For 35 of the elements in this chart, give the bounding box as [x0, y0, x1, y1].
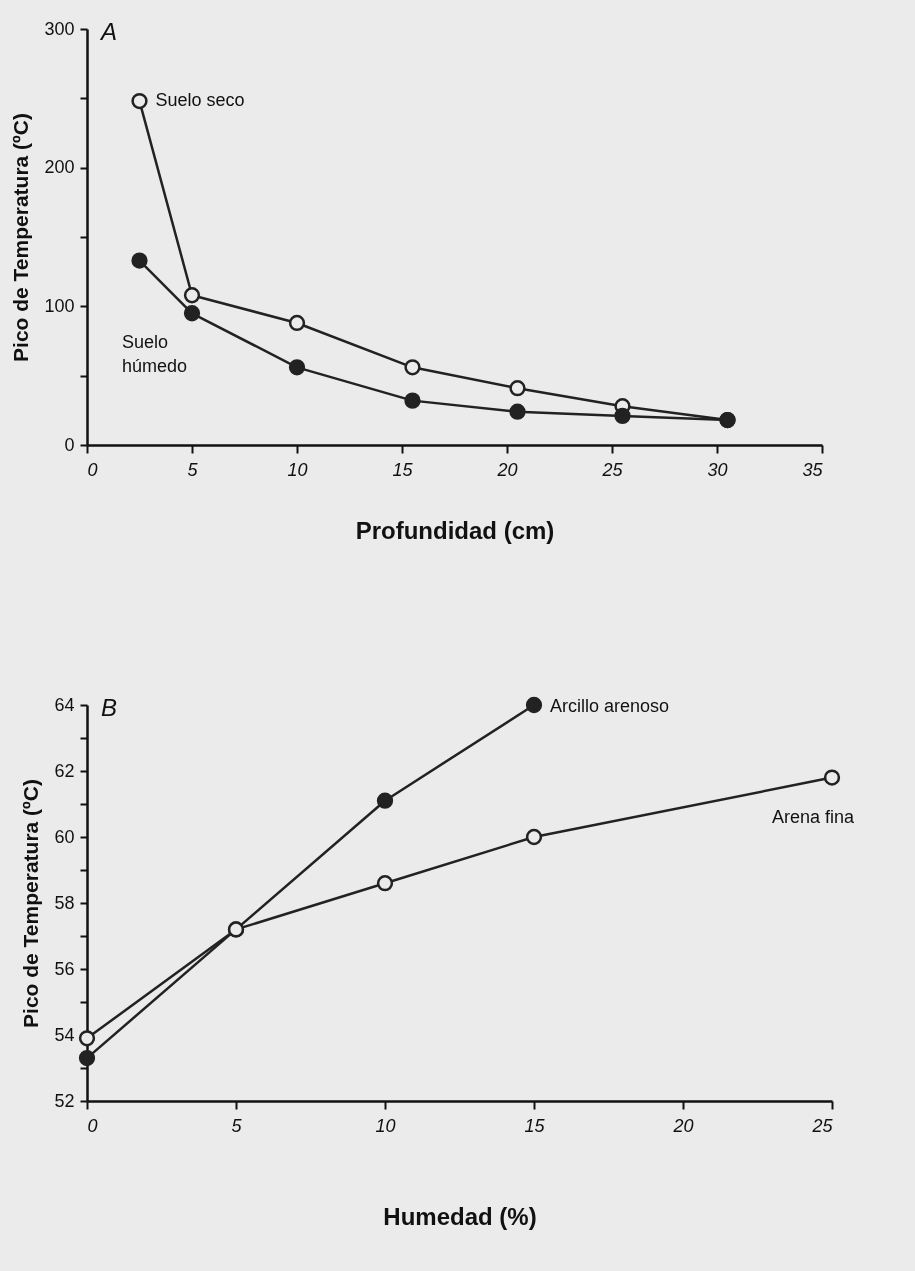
y-tick-label: 58	[54, 892, 75, 913]
y-tick-label: 200	[44, 157, 75, 178]
series-label: Arcillo arenoso	[550, 696, 670, 716]
x-tick-label: 35	[802, 459, 824, 480]
x-tick-label: 10	[375, 1115, 396, 1136]
x-tick-label: 20	[496, 459, 518, 480]
annotation: B	[101, 694, 118, 721]
annotation: A	[99, 18, 118, 45]
x-tick-label: 5	[187, 459, 199, 480]
y-tick-label: 52	[54, 1090, 75, 1111]
x-tick-label: 15	[524, 1115, 546, 1136]
y-tick-label: 54	[54, 1024, 75, 1045]
x-tick-label: 0	[87, 1115, 98, 1136]
y-tick-label: 62	[54, 760, 75, 781]
y-tick-label: 0	[64, 434, 75, 455]
y-tick-label: 64	[54, 694, 75, 715]
y-tick-label: 56	[54, 958, 75, 979]
y-tick-label: 300	[44, 18, 75, 39]
x-tick-label: 20	[672, 1115, 694, 1136]
x-tick-label: 30	[707, 459, 728, 480]
x-tick-label: 0	[87, 459, 98, 480]
series-label: Suelo húmedo	[122, 332, 188, 377]
x-tick-label: 5	[231, 1115, 243, 1136]
series-label: Arena fina	[771, 806, 855, 827]
x-tick-label: 15	[392, 459, 414, 480]
x-tick-label: 25	[601, 459, 624, 480]
x-axis-title: Humedad (%)	[383, 1202, 537, 1230]
x-tick-label: 25	[811, 1115, 834, 1136]
series-label: Suelo seco	[155, 90, 245, 111]
x-tick-label: 10	[287, 459, 308, 480]
x-axis-title: Profundidad (cm)	[355, 516, 555, 544]
y-tick-label: 100	[44, 295, 75, 316]
y-axis-title: Pico de Temperatura (ºC)	[9, 113, 33, 362]
y-tick-label: 60	[54, 826, 75, 847]
y-axis-title: Pico de Temperatura (ºC)	[19, 779, 43, 1028]
